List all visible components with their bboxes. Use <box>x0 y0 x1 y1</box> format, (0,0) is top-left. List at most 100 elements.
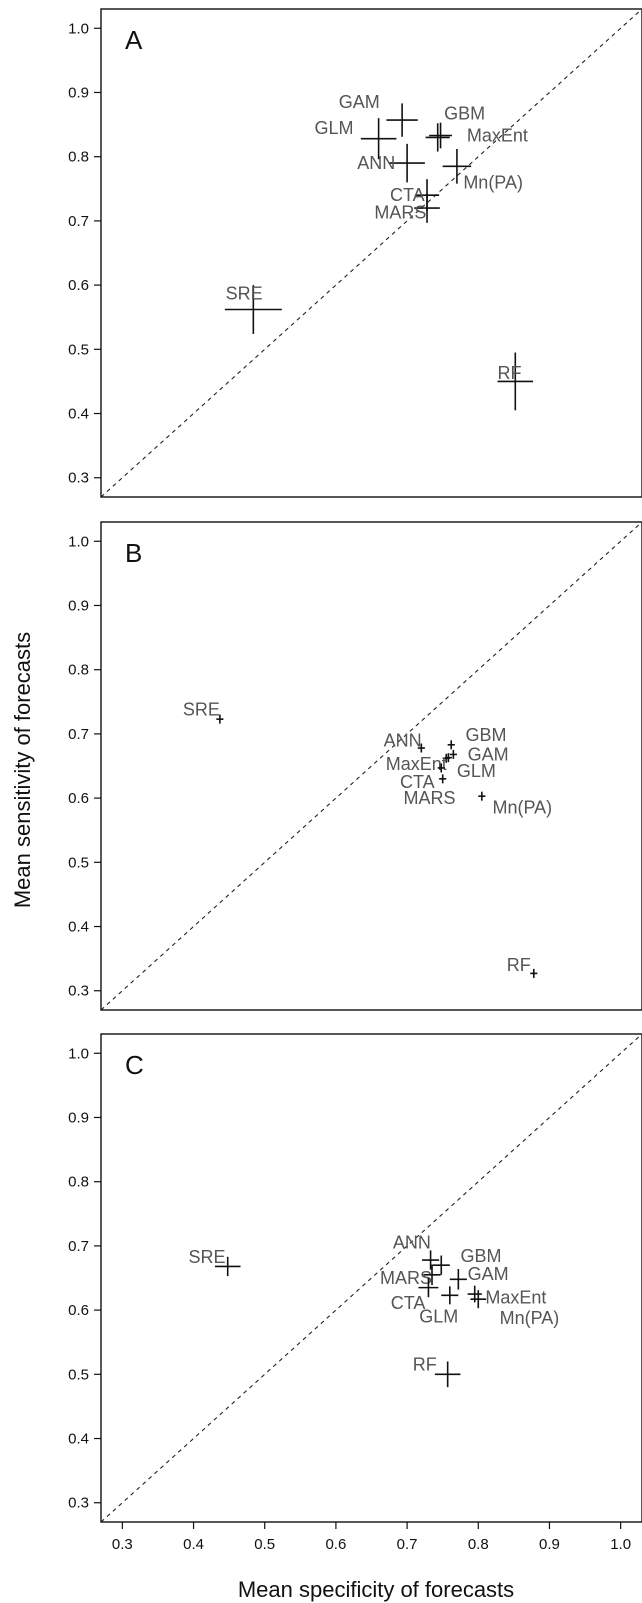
point-mars-label: MARS <box>374 203 426 223</box>
y-tick-label: 0.7 <box>68 1238 89 1255</box>
point-gbm-label: GBM <box>465 725 506 745</box>
y-tick-label: 0.3 <box>68 470 89 487</box>
y-axis-title: Mean sensitivity of forecasts <box>10 632 35 908</box>
x-tick-label: 0.4 <box>183 1536 204 1553</box>
point-maxent-label: MaxEnt <box>485 1287 546 1307</box>
point-gbm-label: GBM <box>460 1246 501 1266</box>
y-tick-label: 0.6 <box>68 1302 89 1319</box>
x-tick-label: 0.8 <box>468 1536 489 1553</box>
plot-frame-b <box>100 521 642 1011</box>
point-gam <box>386 103 418 137</box>
point-mars <box>414 193 440 223</box>
point-glm-label: GLM <box>457 761 496 781</box>
panel-a: A 0.3 0.4 0.5 0.6 0.7 0.8 0.9 1.0 GAM GBM GLM MaxEnt… <box>68 8 642 498</box>
point-ann <box>422 1250 440 1270</box>
point-gbm <box>447 740 455 750</box>
point-gam <box>449 1269 467 1290</box>
x-tick-label: 0.9 <box>539 1536 560 1553</box>
point-glm-label: GLM <box>315 118 354 138</box>
point-mn-pa <box>442 148 472 184</box>
point-glm-label: GLM <box>419 1307 458 1327</box>
point-gam-label: GAM <box>468 1264 509 1284</box>
reference-line-c <box>101 1034 642 1522</box>
point-mn-pa <box>470 1290 487 1309</box>
y-tick-label: 0.4 <box>68 1431 89 1448</box>
point-sre-label: SRE <box>226 283 263 303</box>
point-ann <box>417 743 425 753</box>
point-cta-label: CTA <box>400 772 435 792</box>
point-mars-label: MARS <box>404 788 456 808</box>
point-glm <box>444 753 452 763</box>
y-tick-label: 0.9 <box>68 597 89 614</box>
point-rf <box>497 352 534 411</box>
point-gbm-label: GBM <box>444 104 485 124</box>
point-mn-pa-label: Mn(PA) <box>463 172 523 192</box>
plot-frame-a <box>100 8 642 498</box>
point-rf <box>434 1361 461 1388</box>
point-gam <box>449 749 457 759</box>
y-tick-label: 0.9 <box>68 84 89 101</box>
point-sre-label: SRE <box>183 699 220 719</box>
point-ann <box>389 143 425 183</box>
x-axis-title: Mean specificity of forecasts <box>238 1577 514 1602</box>
point-mars-label: MARS <box>380 1268 432 1288</box>
point-sre <box>224 285 282 334</box>
point-ann-label: ANN <box>357 153 395 173</box>
reference-line-b <box>101 522 642 1010</box>
panel-letter-b: B <box>125 538 142 568</box>
point-gam-label: GAM <box>468 744 509 764</box>
point-ann-label: ANN <box>393 1233 431 1253</box>
point-sre-label: SRE <box>189 1247 226 1267</box>
y-tick-label: 0.8 <box>68 662 89 679</box>
point-mn-pa-label: Mn(PA) <box>500 1308 560 1328</box>
y-tick-label: 0.3 <box>68 1495 89 1512</box>
y-tick-label: 1.0 <box>68 20 89 37</box>
y-tick-label: 0.5 <box>68 1366 89 1383</box>
x-tick-label: 1.0 <box>610 1536 631 1553</box>
point-gam-label: GAM <box>339 92 380 112</box>
y-tick-label: 0.4 <box>68 919 89 936</box>
y-tick-label: 0.5 <box>68 854 89 871</box>
point-mars <box>439 774 447 784</box>
y-tick-label: 1.0 <box>68 533 89 550</box>
y-tick-label: 0.8 <box>68 149 89 166</box>
point-cta-label: CTA <box>390 185 425 205</box>
y-tick-label: 0.8 <box>68 1174 89 1191</box>
point-rf <box>530 968 538 978</box>
point-cta-label: CTA <box>391 1293 426 1313</box>
point-maxent-label: MaxEnt <box>386 754 447 774</box>
y-tick-label: 0.6 <box>68 790 89 807</box>
y-tick-label: 0.3 <box>68 983 89 1000</box>
x-tick-label: 0.3 <box>112 1536 133 1553</box>
panel-letter-c: C <box>125 1050 144 1080</box>
panel-c: C 0.3 0.4 0.5 0.6 0.7 0.8 0.9 1.0 0.3 0.4 0.5 0.6 0.7… <box>68 1033 642 1553</box>
plot-frame-c <box>100 1033 642 1523</box>
reference-line-a <box>101 9 642 497</box>
point-mars <box>423 1264 441 1286</box>
panel-letter-a: A <box>125 25 143 55</box>
point-gbm <box>425 123 450 152</box>
point-glm <box>360 118 397 160</box>
point-cta <box>418 1278 439 1298</box>
point-mn-pa <box>478 791 486 801</box>
point-sre <box>214 1256 241 1277</box>
point-maxent-label: MaxEnt <box>467 125 528 145</box>
point-maxent <box>429 122 452 149</box>
point-sre <box>216 714 224 724</box>
y-tick-label: 0.9 <box>68 1109 89 1126</box>
y-tick-label: 0.7 <box>68 213 89 230</box>
x-tick-label: 0.6 <box>325 1536 346 1553</box>
y-tick-label: 1.0 <box>68 1045 89 1062</box>
point-gbm <box>432 1255 450 1275</box>
point-mn-pa-label: Mn(PA) <box>493 798 553 818</box>
x-tick-label: 0.5 <box>254 1536 275 1553</box>
x-tick-label: 0.7 <box>397 1536 418 1553</box>
point-rf-label: RF <box>497 363 521 383</box>
y-tick-label: 0.4 <box>68 406 89 423</box>
y-tick-label: 0.5 <box>68 341 89 358</box>
point-glm <box>441 1286 459 1305</box>
point-rf-label: RF <box>507 955 531 975</box>
